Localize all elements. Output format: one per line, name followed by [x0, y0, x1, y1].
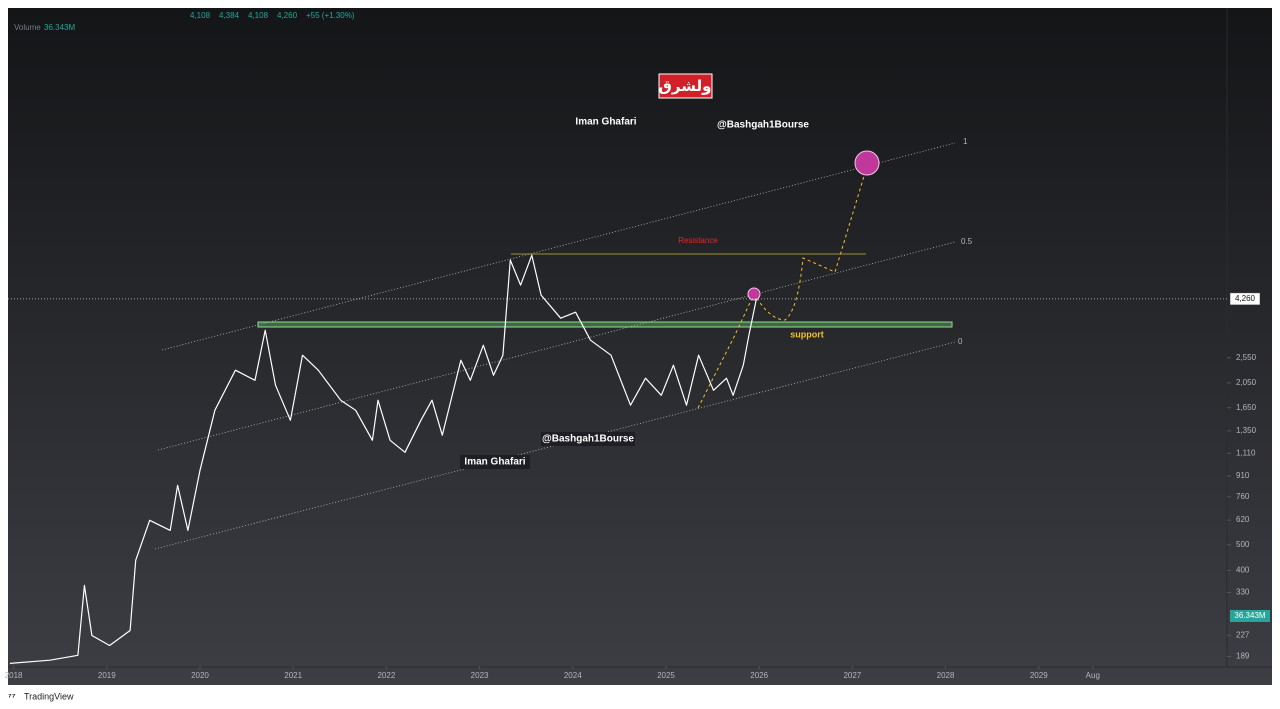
label-box	[541, 432, 635, 446]
x-tick-label: 2018	[5, 671, 23, 680]
volume-value: 36.343M	[44, 23, 75, 32]
x-tick-label: 2021	[284, 671, 302, 680]
y-tick-label: 760	[1236, 492, 1250, 501]
volume-badge	[1230, 610, 1270, 622]
support-label: support	[790, 329, 824, 339]
channel	[154, 142, 956, 550]
brand: TradingView	[24, 691, 74, 701]
author-label: Iman Ghafari	[575, 117, 636, 128]
x-tick-label: 2025	[657, 671, 675, 680]
volume-label: Volume	[14, 23, 41, 32]
handle-label: @Bashgah1Bourse	[542, 434, 634, 445]
x-tick-label: 2028	[937, 671, 955, 680]
handle-label: @Bashgah1Bourse	[717, 120, 809, 131]
support-zone	[257, 321, 953, 328]
header: 4,108 4,384 4,108 4,260 +55 (+1.30%)	[190, 11, 355, 20]
y-tick-label: 227	[1236, 631, 1250, 640]
header-value: 4,384	[219, 11, 240, 20]
header-value: 4,108	[248, 11, 269, 20]
x-tick-label: 2026	[750, 671, 768, 680]
x-tick-label: 2027	[843, 671, 861, 680]
y-tick-label: 2,050	[1236, 378, 1257, 387]
channel-label: 0.5	[961, 237, 973, 246]
y-tick-label: 500	[1236, 540, 1250, 549]
channel-label: 0	[958, 337, 963, 346]
last-price-box	[1229, 292, 1261, 306]
header-value: 4,108	[190, 11, 211, 20]
y-tick-label: 1,350	[1236, 426, 1257, 435]
x-tick-label: 2024	[564, 671, 582, 680]
header-value: +55 (+1.30%)	[306, 11, 355, 20]
y-tick-label: 1,110	[1236, 448, 1256, 457]
resistance-label: Resistance	[678, 236, 718, 245]
y-tick-label: 330	[1236, 588, 1250, 597]
target-marker	[854, 150, 880, 176]
y-tick-label: 1,650	[1236, 403, 1257, 412]
y-tick-label: 910	[1236, 471, 1250, 480]
y-tick-label: 620	[1236, 515, 1250, 524]
x-tick-label: 2019	[98, 671, 116, 680]
brand-logo: ⁷⁷	[8, 691, 16, 701]
logo-box	[658, 73, 713, 99]
label-box	[460, 455, 530, 469]
x-tick-label: 2023	[471, 671, 489, 680]
y-tick-label: 189	[1236, 652, 1250, 661]
channel-label: 1	[963, 137, 968, 146]
projection-path	[697, 162, 869, 409]
y-tick-label: 2,550	[1236, 353, 1257, 362]
header-value: 4,260	[277, 11, 298, 20]
price-line	[9, 254, 757, 664]
author-label: Iman Ghafari	[464, 457, 525, 468]
volume-badge-label: 36.343M	[1234, 611, 1265, 620]
projection	[697, 162, 869, 409]
x-tick-label: 2022	[377, 671, 395, 680]
x-tick-label: 2029	[1030, 671, 1048, 680]
logo: ولشرق	[659, 78, 712, 95]
chart-background	[8, 8, 1272, 685]
x-tick-label: 2020	[191, 671, 209, 680]
x-tick-label: Aug	[1086, 671, 1100, 680]
y-tick-label: 400	[1236, 566, 1250, 575]
channel-line	[157, 241, 956, 451]
last-price-label: 4,260	[1235, 294, 1256, 303]
target-marker	[747, 287, 761, 301]
